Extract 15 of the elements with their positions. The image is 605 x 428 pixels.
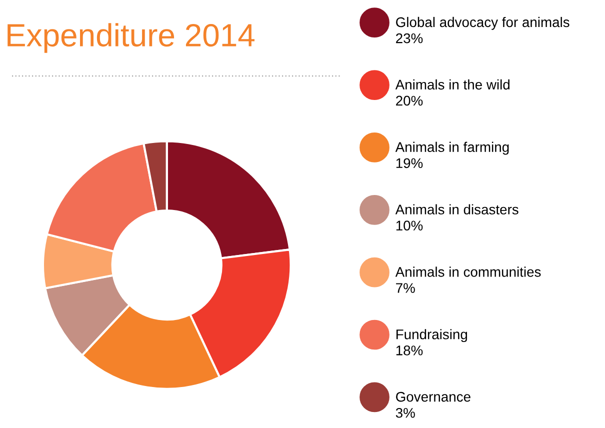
legend-label: Animals in the wild (395, 79, 510, 90)
data-label: 18% (396, 346, 423, 356)
data-label: 7% (396, 283, 415, 293)
data-label: 19% (396, 158, 423, 168)
data-label: 23% (396, 33, 423, 44)
legend-label: Governance (396, 392, 470, 402)
legend-label: Global advocacy for animals (396, 16, 570, 30)
data-label: 20% (396, 96, 423, 106)
legend-label: Fundraising (396, 329, 468, 342)
chart-title: Expenditure 2014 (8, 23, 254, 53)
legend-label: Animals in communities (395, 266, 541, 277)
data-label: 10% (396, 220, 423, 230)
legend-label: Animals in farming (395, 142, 509, 155)
legend-label: Animals in disasters (395, 204, 518, 214)
data-label: 3% (396, 408, 415, 418)
